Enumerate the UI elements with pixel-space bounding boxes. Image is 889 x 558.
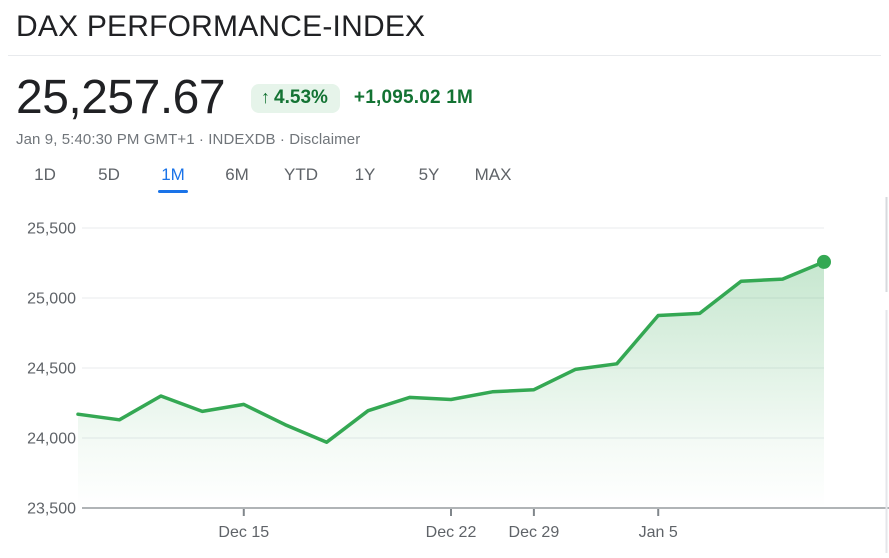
y-axis-label: 24,000 bbox=[27, 431, 76, 448]
tab-label: 6M bbox=[225, 165, 249, 184]
tab-label: MAX bbox=[474, 165, 512, 184]
y-axis-label: 25,500 bbox=[27, 221, 76, 238]
tab-5d[interactable]: 5D bbox=[87, 161, 131, 193]
tab-6m[interactable]: 6M bbox=[215, 161, 259, 193]
tab-1d[interactable]: 1D bbox=[23, 161, 67, 193]
endpoint-dot bbox=[817, 254, 831, 269]
tab-label: 5Y bbox=[418, 165, 440, 184]
tab-label: 1M bbox=[161, 165, 185, 184]
page-title: DAX PERFORMANCE-INDEX bbox=[16, 10, 426, 43]
tab-5y[interactable]: 5Y bbox=[407, 161, 451, 193]
tab-max[interactable]: MAX bbox=[471, 161, 515, 193]
quote-timestamp: Jan 9, 5:40:30 PM GMT+1 · INDEXDB · Disc… bbox=[16, 131, 873, 148]
quote-section: 25,257.67 ↑ 4.53% +1,095.02 1M Jan 9, 5:… bbox=[0, 56, 889, 149]
up-arrow-icon: ↑ bbox=[261, 87, 271, 107]
tab-label: YTD bbox=[284, 165, 318, 184]
tab-1m[interactable]: 1M bbox=[151, 161, 195, 193]
page-header: DAX PERFORMANCE-INDEX bbox=[0, 0, 889, 44]
tab-ytd[interactable]: YTD bbox=[279, 161, 323, 193]
x-axis-label: Dec 29 bbox=[509, 524, 560, 541]
disclaimer-link[interactable]: Disclaimer bbox=[289, 131, 361, 148]
price-line bbox=[76, 260, 826, 444]
y-axis-label: 23,500 bbox=[27, 501, 76, 518]
current-price: 25,257.67 bbox=[16, 71, 226, 124]
change-percent-badge: ↑ 4.53% bbox=[251, 83, 340, 113]
active-tab-underline bbox=[158, 190, 188, 193]
x-axis-label: Jan 5 bbox=[639, 524, 678, 541]
header-divider bbox=[8, 55, 881, 56]
tab-label: 5D bbox=[98, 165, 120, 184]
area-fill bbox=[78, 261, 824, 508]
y-axis-label: 24,500 bbox=[27, 361, 76, 378]
x-axis-label: Dec 15 bbox=[218, 524, 269, 541]
price-chart[interactable]: 23,500 24,000 24,500 25,000 25,500 Dec 15 Dec … bbox=[0, 195, 889, 553]
change-absolute: +1,095.02 1M bbox=[353, 87, 474, 108]
tab-label: 1D bbox=[34, 165, 56, 184]
x-axis-label: Dec 22 bbox=[426, 524, 477, 541]
range-tab-bar: 1D 5D 1M 6M YTD 1Y 5Y MAX bbox=[0, 161, 889, 193]
tab-label: 1Y bbox=[354, 165, 376, 184]
change-percent-value: 4.53% bbox=[274, 86, 328, 108]
timestamp-text: Jan 9, 5:40:30 PM GMT+1 · INDEXDB · bbox=[16, 131, 286, 148]
price-chart-svg[interactable]: 23,500 24,000 24,500 25,000 25,500 Dec 15 Dec … bbox=[0, 195, 889, 553]
y-axis-label: 25,000 bbox=[27, 291, 76, 308]
tab-1y[interactable]: 1Y bbox=[343, 161, 387, 193]
